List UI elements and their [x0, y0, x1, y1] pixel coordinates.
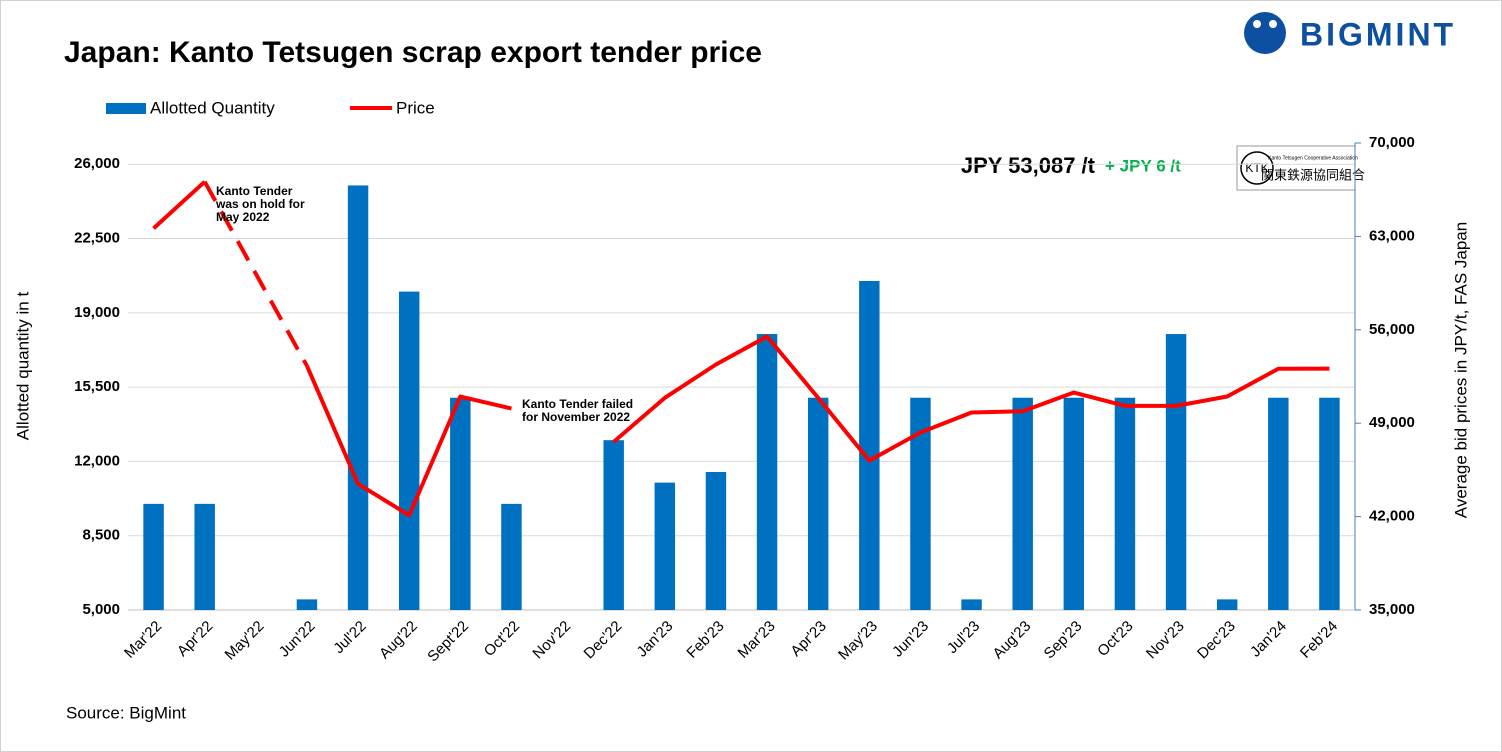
ktk-logo-circle	[1240, 151, 1274, 185]
bar	[450, 397, 471, 610]
annotation: for November 2022	[522, 410, 630, 424]
ktk-logo-name: Kanto Tetsugen Cooperative Association	[1268, 155, 1358, 161]
y-tick-label: 22,500	[74, 229, 120, 246]
bar	[1216, 599, 1238, 610]
source: Source: BigMint	[66, 703, 186, 722]
y2-axis-title: Average bid prices in JPY/t, FAS Japan	[1451, 222, 1470, 518]
y2-tick-label: 35,000	[1369, 601, 1415, 618]
bar	[859, 280, 880, 610]
bar	[705, 472, 727, 610]
logo-text: BIGMINT	[1300, 16, 1456, 52]
legend-label: Allotted Quantity	[150, 98, 275, 117]
y-tick-label: 12,000	[74, 452, 120, 469]
annotation: was on hold for	[215, 197, 305, 211]
bar	[1268, 397, 1289, 610]
y2-tick-label: 63,000	[1369, 227, 1415, 244]
y-axis-title: Allotted quantity in t	[13, 292, 32, 441]
bar	[910, 397, 931, 610]
bar	[654, 482, 676, 610]
price-line	[152, 180, 1330, 518]
logo-icon-dot	[1253, 20, 1261, 28]
y-tick-label: 26,000	[74, 155, 120, 172]
bar	[194, 503, 215, 610]
bar	[1165, 334, 1187, 610]
annotation: Kanto Tender failed	[522, 397, 633, 411]
bar	[1114, 397, 1136, 610]
y-tick-label: 19,000	[74, 304, 120, 321]
logo-icon-dot	[1269, 20, 1277, 28]
annotation: May 2022	[216, 210, 270, 224]
bar	[398, 291, 420, 610]
annotation: Kanto Tender	[216, 184, 293, 198]
bar	[1012, 397, 1033, 610]
bar	[961, 599, 982, 610]
bar	[756, 334, 778, 610]
callout-change: + JPY 6 /t	[1105, 156, 1181, 175]
legend-label: Price	[396, 98, 435, 117]
chart-title: Japan: Kanto Tetsugen scrap export tende…	[64, 36, 762, 69]
bar	[807, 397, 829, 610]
y-tick-label: 8,500	[82, 527, 120, 544]
bar	[1063, 397, 1085, 610]
bar	[501, 503, 522, 610]
y2-tick-label: 70,000	[1369, 134, 1415, 151]
ktk-logo: KTK Kanto Tetsugen Cooperative Associati…	[1236, 145, 1365, 191]
ktk-logo-frame	[1236, 145, 1356, 191]
bigmint-logo: BIGMINT	[1244, 12, 1456, 54]
bar	[1319, 397, 1340, 610]
y-tick-label: 5,000	[82, 601, 120, 618]
y-tick-label: 15,500	[74, 378, 120, 395]
callout-price: JPY 53,087 /t	[961, 153, 1096, 178]
bar	[296, 599, 318, 610]
gap-bridge	[202, 180, 309, 367]
bar	[347, 185, 369, 611]
legend-swatch	[106, 103, 146, 114]
bar	[143, 503, 164, 610]
bar	[603, 440, 624, 610]
y2-tick-label: 56,000	[1369, 321, 1415, 338]
ktk-logo-name-ja: 関東鉄源協同組合	[1261, 167, 1365, 182]
logo-icon	[1244, 12, 1286, 54]
y2-tick-label: 42,000	[1369, 508, 1415, 525]
y2-tick-label: 49,000	[1369, 414, 1415, 431]
